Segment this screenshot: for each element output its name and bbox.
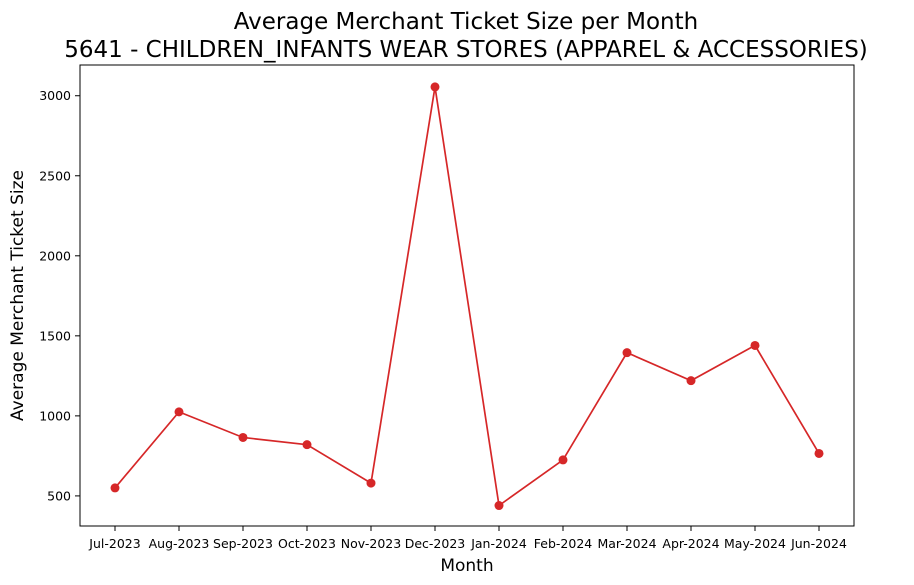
data-point [814, 448, 824, 458]
y-tick-label: 1500 [39, 328, 71, 343]
x-tick-label: May-2024 [724, 536, 786, 551]
x-tick-label: Oct-2023 [278, 536, 336, 551]
x-tick-label: Nov-2023 [341, 536, 401, 551]
data-point [174, 407, 184, 417]
series-line [114, 86, 820, 508]
series-markers [110, 82, 824, 511]
y-tick-label: 500 [47, 488, 71, 503]
data-point [366, 478, 376, 488]
y-tick-label: 2000 [39, 248, 71, 263]
data-point [558, 455, 568, 465]
x-axis-label: Month [440, 556, 493, 576]
x-tick-label: Jun-2024 [790, 536, 847, 551]
y-tick-label: 1000 [39, 408, 71, 423]
x-tick-label: Sep-2023 [213, 536, 273, 551]
x-tick-label: Jul-2023 [88, 536, 140, 551]
data-point [622, 348, 632, 358]
y-tick-label: 2500 [39, 168, 71, 183]
x-tick-label: Mar-2024 [597, 536, 656, 551]
y-tick-label: 3000 [39, 88, 71, 103]
data-point [494, 501, 504, 511]
plot-area [79, 64, 855, 527]
x-tick-label: Dec-2023 [405, 536, 466, 551]
data-point [750, 340, 760, 350]
x-axis: Jul-2023 Aug-2023 Sep-2023 Oct-2023 Nov-2023… [88, 526, 847, 551]
x-tick-label: Apr-2024 [662, 536, 719, 551]
data-point [110, 483, 120, 493]
data-point [686, 376, 696, 386]
y-axis: 500 1000 1500 2000 2500 3000 [39, 88, 80, 503]
chart-title-line-2: 5641 - CHILDREN_INFANTS WEAR STORES (APP… [64, 37, 868, 63]
data-point [302, 440, 312, 450]
x-tick-label: Jan-2024 [470, 536, 527, 551]
data-point [238, 432, 248, 442]
x-tick-label: Feb-2024 [534, 536, 593, 551]
data-point [430, 82, 440, 92]
x-tick-label: Aug-2023 [149, 536, 210, 551]
chart-title-line-1: Average Merchant Ticket Size per Month [234, 9, 698, 35]
y-axis-label: Average Merchant Ticket Size [8, 170, 28, 421]
